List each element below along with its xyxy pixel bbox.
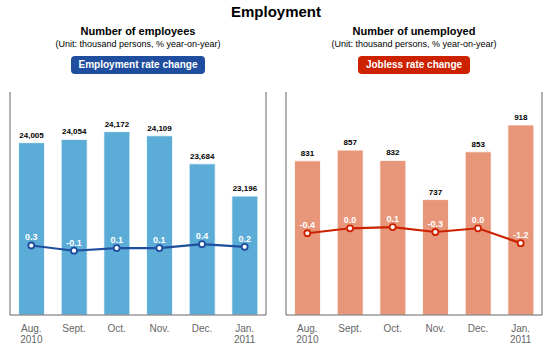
- svg-text:Oct.: Oct.: [383, 323, 401, 334]
- svg-text:Nov.: Nov.: [425, 323, 445, 334]
- svg-text:Aug.2010: Aug.2010: [20, 323, 43, 345]
- svg-text:23,196: 23,196: [233, 184, 258, 193]
- svg-text:24,172: 24,172: [105, 120, 130, 129]
- svg-text:831: 831: [301, 149, 315, 158]
- svg-text:Dec.: Dec.: [468, 323, 489, 334]
- svg-text:853: 853: [472, 140, 486, 149]
- svg-text:Aug.2010: Aug.2010: [296, 323, 319, 345]
- svg-text:Sept.: Sept.: [338, 323, 361, 334]
- svg-text:-0.3: -0.3: [428, 219, 444, 229]
- html-text:Employment: Employment: [231, 3, 321, 20]
- svg-text:0.0: 0.0: [344, 215, 357, 225]
- svg-text:0.3: 0.3: [25, 232, 38, 242]
- svg-text:-0.1: -0.1: [66, 238, 82, 248]
- svg-text:737: 737: [429, 188, 443, 197]
- svg-text:832: 832: [386, 148, 400, 157]
- svg-text:Oct.: Oct.: [107, 323, 125, 334]
- svg-text:23,684: 23,684: [190, 152, 215, 161]
- svg-text:0.4: 0.4: [196, 231, 209, 241]
- svg-text:Dec.: Dec.: [192, 323, 213, 334]
- svg-text:918: 918: [514, 113, 528, 122]
- html-text:Number of employees: Number of employees: [80, 25, 196, 37]
- svg-text:857: 857: [344, 138, 358, 147]
- html-text:(Unit: thousand persons, % yea: (Unit: thousand persons, % year-on-year): [55, 39, 221, 49]
- svg-text:Nov.: Nov.: [149, 323, 169, 334]
- html-text:Jobless rate change: Jobless rate change: [365, 59, 463, 70]
- svg-text:24,109: 24,109: [147, 124, 172, 133]
- svg-text:0.1: 0.1: [110, 235, 123, 245]
- svg-text:Jan.2011: Jan.2011: [234, 323, 256, 345]
- html-text:(Unit: thousand persons, % yea: (Unit: thousand persons, % year-on-year): [331, 39, 497, 49]
- svg-text:24,005: 24,005: [19, 131, 44, 140]
- svg-text:24,054: 24,054: [62, 127, 87, 136]
- svg-text:-0.4: -0.4: [300, 220, 316, 230]
- svg-text:0.1: 0.1: [386, 214, 399, 224]
- svg-text:0.1: 0.1: [153, 235, 166, 245]
- svg-text:0.2: 0.2: [238, 234, 251, 244]
- svg-text:Sept.: Sept.: [62, 323, 85, 334]
- html-text:Number of unemployed: Number of unemployed: [352, 25, 476, 37]
- svg-text:Jan.2011: Jan.2011: [510, 323, 532, 345]
- svg-text:0.0: 0.0: [472, 215, 485, 225]
- svg-text:-1.2: -1.2: [513, 230, 529, 240]
- html-text:Employment rate change: Employment rate change: [78, 59, 198, 70]
